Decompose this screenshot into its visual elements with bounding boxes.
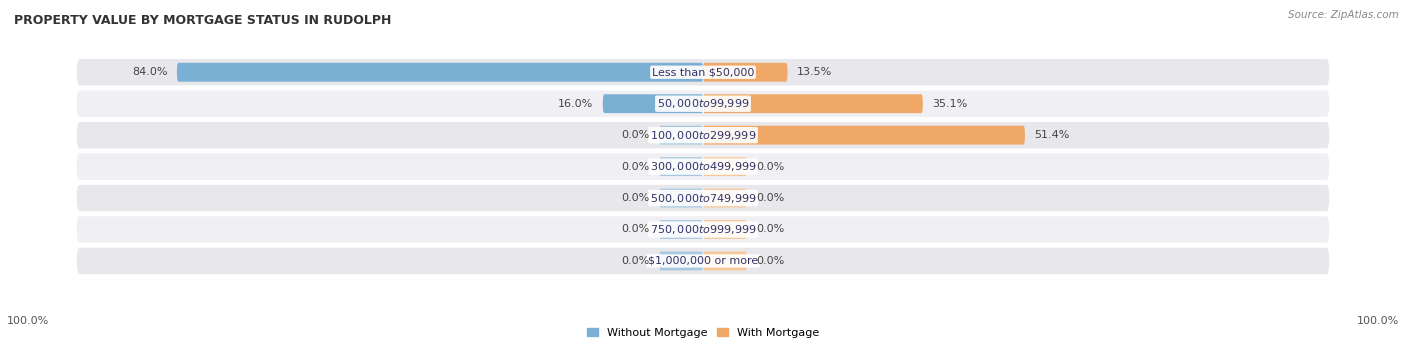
Text: 100.0%: 100.0% <box>7 317 49 326</box>
Text: 35.1%: 35.1% <box>932 99 967 109</box>
Text: Source: ZipAtlas.com: Source: ZipAtlas.com <box>1288 10 1399 20</box>
FancyBboxPatch shape <box>177 63 703 82</box>
Text: 13.5%: 13.5% <box>797 67 832 77</box>
Text: 100.0%: 100.0% <box>1357 317 1399 326</box>
Legend: Without Mortgage, With Mortgage: Without Mortgage, With Mortgage <box>582 323 824 340</box>
Text: 0.0%: 0.0% <box>621 256 650 266</box>
FancyBboxPatch shape <box>703 126 1025 144</box>
Text: 51.4%: 51.4% <box>1035 130 1070 140</box>
FancyBboxPatch shape <box>77 122 1329 148</box>
Text: 0.0%: 0.0% <box>756 193 785 203</box>
FancyBboxPatch shape <box>77 59 1329 85</box>
FancyBboxPatch shape <box>703 252 747 270</box>
Text: $500,000 to $749,999: $500,000 to $749,999 <box>650 191 756 205</box>
FancyBboxPatch shape <box>77 185 1329 211</box>
Text: 0.0%: 0.0% <box>621 193 650 203</box>
FancyBboxPatch shape <box>703 63 787 82</box>
FancyBboxPatch shape <box>77 216 1329 243</box>
FancyBboxPatch shape <box>703 189 747 207</box>
Text: $50,000 to $99,999: $50,000 to $99,999 <box>657 97 749 110</box>
Text: 0.0%: 0.0% <box>621 162 650 172</box>
Text: $1,000,000 or more: $1,000,000 or more <box>648 256 758 266</box>
Text: 0.0%: 0.0% <box>621 130 650 140</box>
FancyBboxPatch shape <box>703 220 747 239</box>
FancyBboxPatch shape <box>77 90 1329 117</box>
Text: 16.0%: 16.0% <box>558 99 593 109</box>
FancyBboxPatch shape <box>77 248 1329 274</box>
FancyBboxPatch shape <box>659 157 703 176</box>
Text: 84.0%: 84.0% <box>132 67 167 77</box>
Text: 0.0%: 0.0% <box>756 256 785 266</box>
Text: 0.0%: 0.0% <box>621 224 650 235</box>
FancyBboxPatch shape <box>659 252 703 270</box>
Text: $100,000 to $299,999: $100,000 to $299,999 <box>650 129 756 142</box>
FancyBboxPatch shape <box>603 94 703 113</box>
FancyBboxPatch shape <box>659 189 703 207</box>
Text: PROPERTY VALUE BY MORTGAGE STATUS IN RUDOLPH: PROPERTY VALUE BY MORTGAGE STATUS IN RUD… <box>14 14 391 27</box>
FancyBboxPatch shape <box>659 220 703 239</box>
Text: Less than $50,000: Less than $50,000 <box>652 67 754 77</box>
Text: 0.0%: 0.0% <box>756 224 785 235</box>
FancyBboxPatch shape <box>659 126 703 144</box>
Text: $300,000 to $499,999: $300,000 to $499,999 <box>650 160 756 173</box>
FancyBboxPatch shape <box>77 153 1329 180</box>
FancyBboxPatch shape <box>703 157 747 176</box>
FancyBboxPatch shape <box>703 94 922 113</box>
Text: 0.0%: 0.0% <box>756 162 785 172</box>
Text: $750,000 to $999,999: $750,000 to $999,999 <box>650 223 756 236</box>
